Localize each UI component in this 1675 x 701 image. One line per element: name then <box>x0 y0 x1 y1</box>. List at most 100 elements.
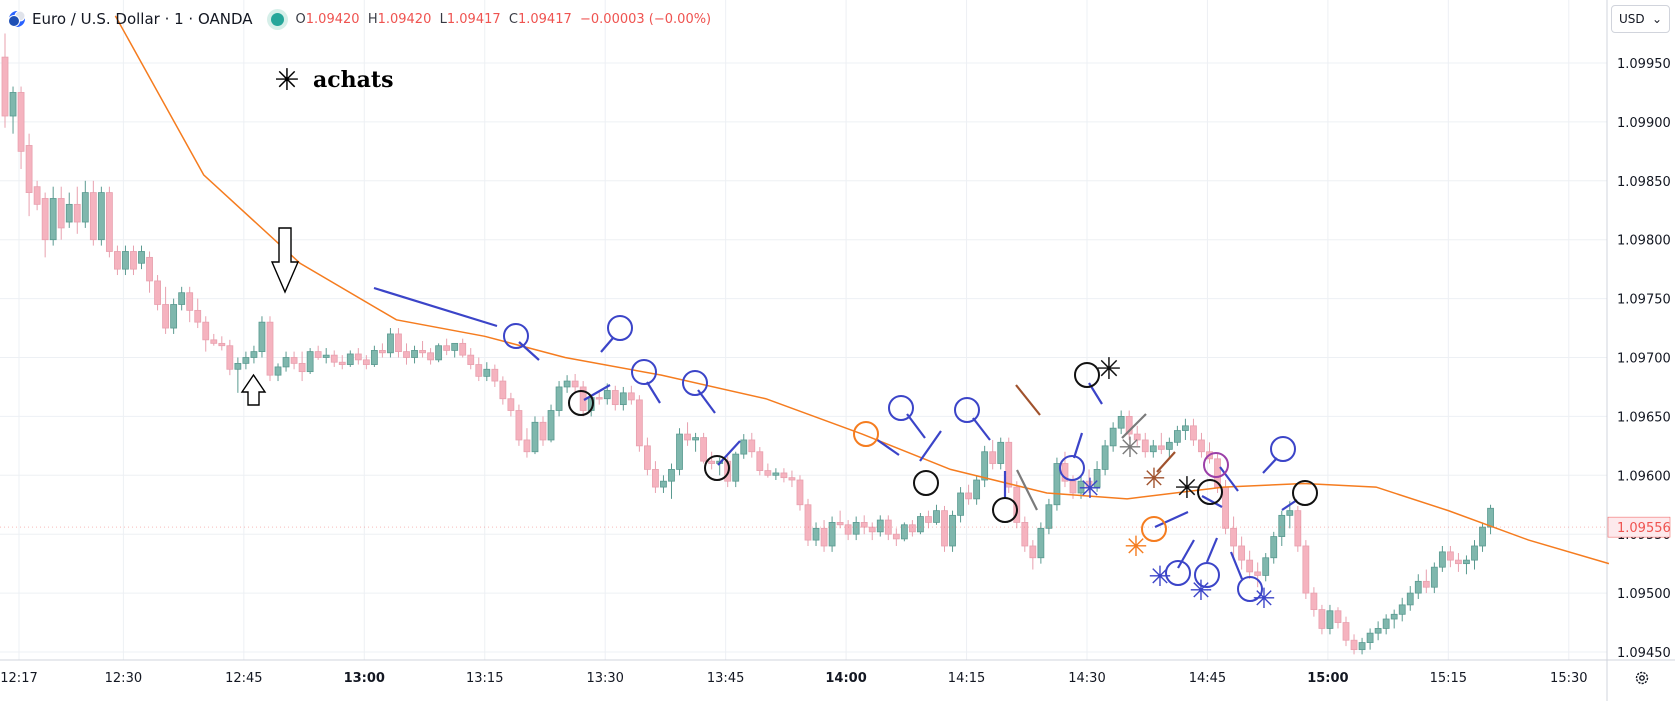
gear-icon <box>1635 671 1649 685</box>
candle-body <box>314 351 322 358</box>
marker-circle <box>682 370 708 396</box>
settings-button[interactable] <box>1630 666 1654 690</box>
candle-body <box>900 524 908 540</box>
candle-body <box>234 362 242 370</box>
candle-body <box>676 433 683 470</box>
candle-body <box>1358 642 1366 651</box>
candle-body <box>892 533 900 540</box>
price-tick-label: 1.09800 <box>1617 234 1671 249</box>
currency-label: USD <box>1619 12 1645 26</box>
candle-body <box>354 353 362 361</box>
candle-body <box>957 492 964 516</box>
marker-circle <box>1165 560 1191 586</box>
candle-body <box>1101 445 1109 470</box>
marker-circle <box>853 421 879 447</box>
high-value: 1.09420 <box>377 11 432 27</box>
candle-body <box>660 480 667 488</box>
candle-body <box>812 527 820 541</box>
candle-body <box>1230 527 1237 547</box>
candle-body <box>1061 463 1069 482</box>
marker-circle <box>1141 516 1167 542</box>
ohlc-values: O1.09420 H1.09420 L1.09417 C1.09417 −0.0… <box>295 11 712 27</box>
candle-body <box>1447 551 1454 561</box>
trend-line <box>906 413 926 439</box>
candle-body <box>226 345 234 370</box>
marker-circle <box>1270 436 1296 462</box>
time-tick-label: 14:00 <box>825 671 866 686</box>
candle-body <box>1254 571 1262 576</box>
candle-body <box>202 321 210 341</box>
candle-body <box>908 524 916 533</box>
marker-circle <box>607 315 633 341</box>
candle-body <box>483 368 491 377</box>
candle-body <box>1406 592 1414 606</box>
symbol-title[interactable]: Euro / U.S. Dollar · 1 · OANDA <box>32 10 253 28</box>
candle-body <box>1286 510 1294 516</box>
price-tick-label: 1.09750 <box>1617 293 1671 308</box>
candle-body <box>218 342 226 347</box>
close-value: 1.09417 <box>517 11 572 27</box>
time-tick-label: 12:45 <box>225 671 262 686</box>
time-tick-label: 15:00 <box>1307 671 1348 686</box>
candle-body <box>989 451 997 464</box>
currency-select[interactable]: USD ⌄ <box>1611 5 1670 33</box>
candle-body <box>925 516 932 523</box>
candle-body <box>459 342 467 356</box>
candle-body <box>1471 545 1478 561</box>
candle-body <box>403 351 410 358</box>
candle-body <box>997 441 1005 464</box>
time-tick-label: 14:30 <box>1068 671 1105 686</box>
candle-body <box>1069 480 1077 494</box>
annotation-asterisk: ✳ <box>1189 574 1212 607</box>
candle-body <box>820 527 828 547</box>
candles-layer <box>1 33 1494 655</box>
candle-body <box>1246 559 1254 573</box>
candle-body <box>1326 610 1334 629</box>
market-status-indicator[interactable] <box>270 12 284 26</box>
candle-body <box>981 451 989 481</box>
annotation-asterisk: ✳ <box>1096 352 1121 387</box>
candle-body <box>1238 545 1246 561</box>
candle-body <box>884 519 892 535</box>
candle-body <box>571 380 579 388</box>
trend-line <box>646 381 661 404</box>
candle-body <box>828 522 836 547</box>
candle-body <box>1366 632 1374 643</box>
candle-body <box>1029 545 1037 559</box>
marker-circle <box>1194 562 1220 588</box>
candle-body <box>611 390 619 406</box>
marker-circle <box>1292 480 1318 506</box>
low-value: 1.09417 <box>446 11 501 27</box>
price-tick-label: 1.09500 <box>1617 587 1671 602</box>
candle-body <box>306 351 314 373</box>
marker-circle <box>631 359 657 385</box>
candle-body <box>796 479 804 506</box>
candle-body <box>668 469 675 482</box>
candle-body <box>1085 480 1093 488</box>
marker-circle <box>992 497 1018 523</box>
candle-body <box>515 410 523 441</box>
candle-body <box>146 256 153 282</box>
candle-body <box>258 321 266 353</box>
candle-body <box>290 357 298 364</box>
candle-body <box>379 350 386 354</box>
candle-body <box>491 368 499 382</box>
candle-body <box>25 145 33 193</box>
candle-body <box>1125 415 1133 435</box>
candle-body <box>917 516 924 533</box>
time-tick-label: 12:17 <box>0 671 37 686</box>
candle-body <box>764 470 772 476</box>
candle-body <box>73 203 81 223</box>
trend-line <box>972 417 991 441</box>
candle-body <box>1390 613 1398 620</box>
candle-body <box>435 345 443 361</box>
candle-body <box>178 292 186 305</box>
candle-body <box>427 352 434 361</box>
candle-body <box>194 309 202 323</box>
candle-body <box>708 460 716 464</box>
candle-body <box>1045 504 1053 529</box>
trend-line <box>1201 495 1223 508</box>
change-value: −0.00003 (−0.00%) <box>580 11 712 27</box>
candle-body <box>17 92 25 152</box>
